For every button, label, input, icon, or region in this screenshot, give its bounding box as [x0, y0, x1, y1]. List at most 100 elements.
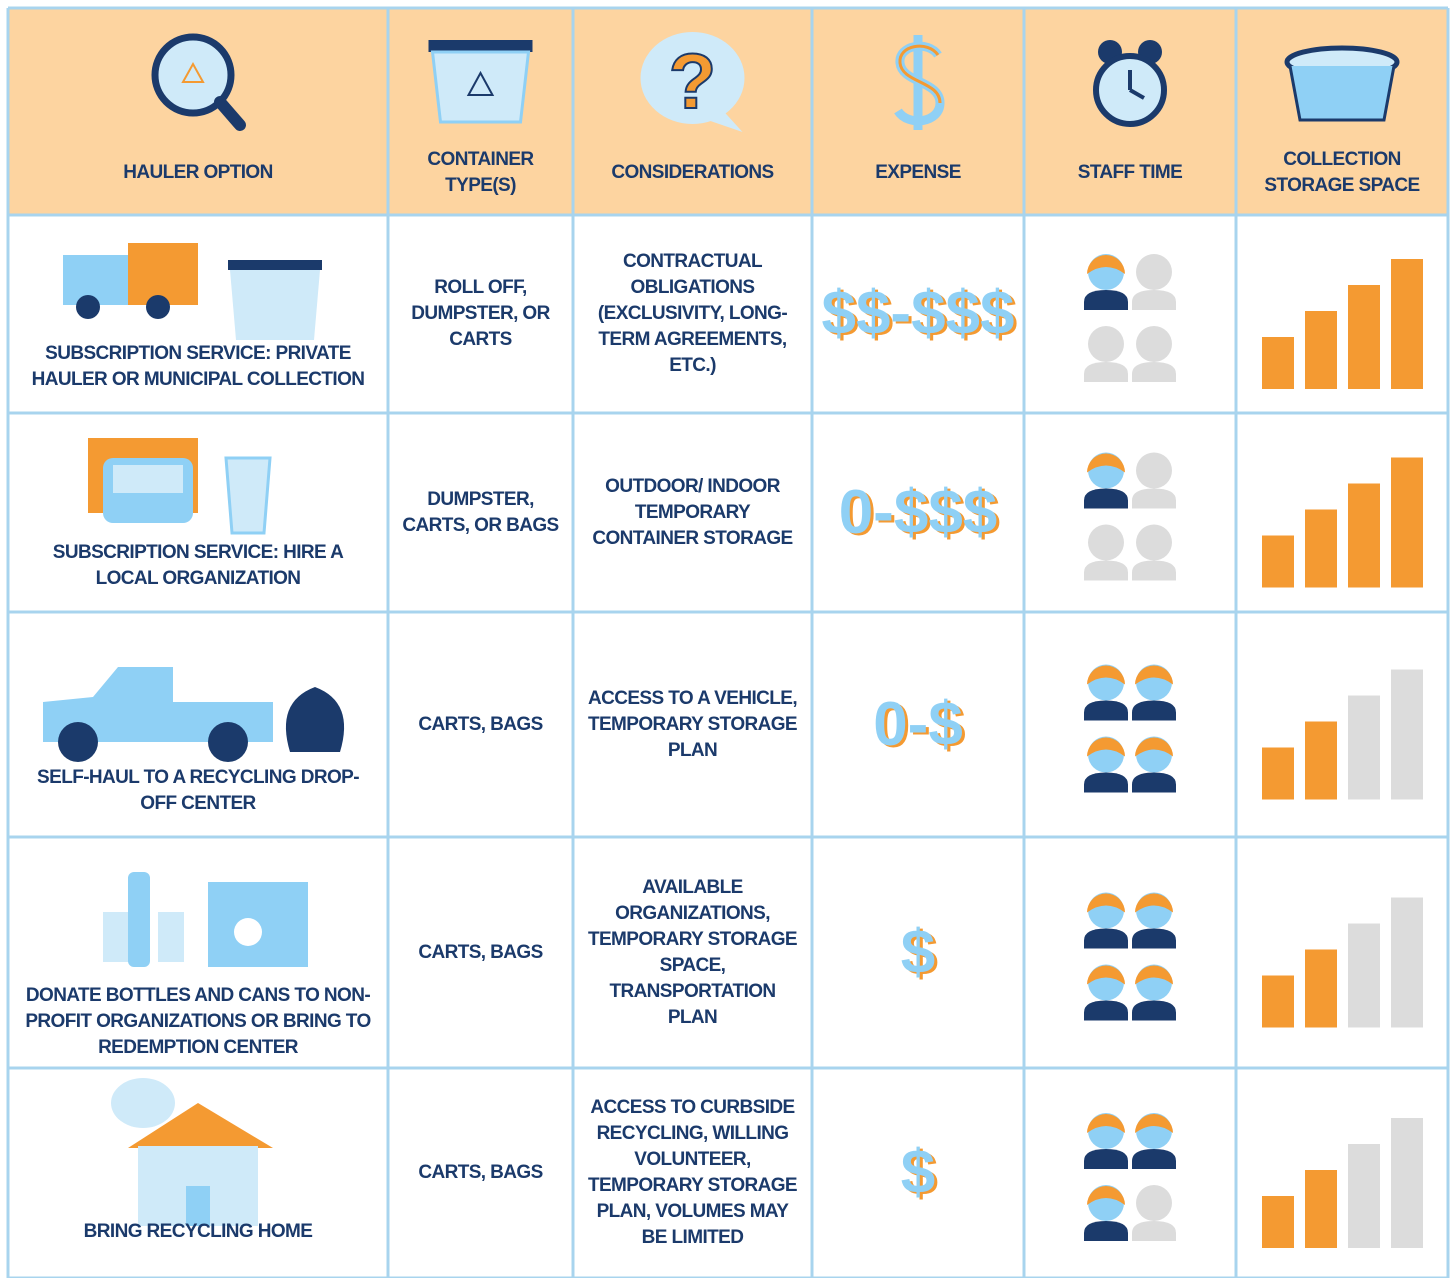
person-hair — [1135, 1114, 1173, 1133]
staff-time-empty — [1132, 1185, 1176, 1241]
option-label: BRING RECYCLING HOME — [83, 1221, 313, 1242]
person-hair — [1135, 665, 1173, 685]
option-illustration — [63, 243, 322, 340]
person-body — [1132, 488, 1176, 509]
staff-time-filled — [1084, 892, 1176, 1021]
person-body — [1084, 1221, 1128, 1241]
container-types: CARTS, BAGS — [418, 941, 543, 963]
option-label: DONATE BOTTLES AND CANS TO NON-PROFIT OR… — [25, 985, 371, 1058]
option-illustration — [88, 438, 272, 535]
column-header: COLLECTION STORAGE SPACE — [1264, 148, 1420, 196]
option-label: SUBSCRIPTION SERVICE: PRIVATE HAULER OR … — [31, 343, 365, 390]
person-head — [1136, 1185, 1172, 1221]
considerations: CONTRACTUAL OBLIGATIONS (EXCLUSIVITY, LO… — [597, 251, 788, 376]
container-types: DUMPSTER, CARTS, OR BAGS — [402, 488, 559, 536]
person-body — [1084, 928, 1128, 949]
person-hair — [1087, 1186, 1125, 1205]
staff-time-empty — [1084, 254, 1176, 382]
person-body — [1132, 928, 1176, 949]
storage-bar-empty — [1391, 1118, 1423, 1248]
storage-bar-filled — [1391, 259, 1423, 389]
storage-bar-filled — [1305, 721, 1337, 800]
person-head — [1088, 524, 1124, 561]
staff-time-filled — [1084, 452, 1128, 509]
person-hair — [1087, 665, 1125, 685]
person-body — [1084, 772, 1128, 793]
dumpster-icon — [428, 40, 533, 124]
storage-bar-filled — [1305, 1170, 1337, 1248]
storage-bar-filled — [1391, 457, 1423, 588]
expense: $ — [900, 917, 936, 987]
person-hair — [1087, 1114, 1125, 1133]
person-body — [1084, 290, 1128, 310]
person-hair — [1135, 737, 1173, 757]
question-icon: ? — [640, 32, 745, 132]
person-body — [1132, 560, 1176, 581]
considerations: OUTDOOR/ INDOOR TEMPORARY CONTAINER STOR… — [592, 475, 793, 549]
considerations: ACCESS TO A VEHICLE, TEMPORARY STORAGE P… — [587, 687, 798, 761]
person-head — [1136, 326, 1172, 362]
container-types: CARTS, BAGS — [418, 1162, 543, 1183]
person-hair — [1087, 453, 1125, 473]
person-body — [1132, 772, 1176, 793]
person-body — [1132, 1000, 1176, 1021]
option-label: SUBSCRIPTION SERVICE: HIRE A LOCAL ORGAN… — [52, 542, 344, 589]
storage-bar-filled — [1305, 509, 1337, 588]
storage-bar-filled — [1262, 747, 1294, 800]
person-hair — [1087, 255, 1125, 274]
person-hair — [1135, 893, 1173, 913]
storage-bar-filled — [1348, 285, 1380, 389]
container-types: CARTS, BAGS — [418, 713, 543, 735]
person-body — [1132, 700, 1176, 721]
expense: 0-$$$ — [838, 477, 998, 547]
expense: $$-$$$ — [821, 279, 1015, 348]
option-illustration — [111, 1078, 273, 1226]
storage-bar-filled — [1262, 535, 1294, 588]
person-body — [1084, 1000, 1128, 1021]
staff-time-filled — [1084, 1113, 1176, 1241]
storage-bar-empty — [1391, 897, 1423, 1028]
storage-bar-empty — [1348, 1144, 1380, 1248]
person-hair — [1135, 965, 1173, 985]
person-hair — [1087, 893, 1125, 913]
storage-bar-filled — [1305, 311, 1337, 389]
column-header: STAFF TIME — [1077, 161, 1183, 183]
storage-bar-filled — [1262, 1196, 1294, 1248]
considerations: ACCESS TO CURBSIDE RECYCLING, WILLING VO… — [587, 1097, 798, 1248]
person-body — [1084, 700, 1128, 721]
considerations: AVAILABLE ORGANIZATIONS, TEMPORARY STORA… — [587, 876, 798, 1028]
person-head — [1136, 254, 1172, 290]
person-body — [1084, 1149, 1128, 1169]
column-header: HAULER OPTION — [123, 161, 273, 183]
staff-time-empty — [1084, 452, 1176, 581]
person-body — [1132, 362, 1176, 382]
storage-bar-empty — [1348, 695, 1380, 800]
storage-bar-filled — [1305, 949, 1337, 1028]
staff-time-filled — [1084, 664, 1176, 793]
option-illustration — [43, 667, 345, 762]
basket-icon — [1284, 45, 1400, 122]
person-body — [1132, 1149, 1176, 1169]
expense: 0-$ — [873, 689, 963, 759]
person-body — [1084, 488, 1128, 509]
column-header: CONSIDERATIONS — [611, 161, 774, 183]
person-head — [1136, 452, 1172, 489]
person-hair — [1087, 965, 1125, 985]
person-body — [1132, 1221, 1176, 1241]
magnifier-icon — [151, 33, 246, 131]
person-body — [1132, 290, 1176, 310]
storage-bar-filled — [1348, 483, 1380, 588]
option-illustration — [103, 872, 308, 967]
svg-text:?: ? — [669, 37, 717, 125]
storage-bar-filled — [1262, 337, 1294, 389]
column-header: CONTAINER TYPE(S) — [427, 148, 534, 196]
person-head — [1136, 524, 1172, 561]
dollar-icon — [894, 35, 945, 130]
person-hair — [1087, 737, 1125, 757]
storage-bar-filled — [1262, 975, 1294, 1028]
staff-time-filled — [1084, 254, 1128, 310]
option-label: SELF-HAUL TO A RECYCLING DROP-OFF CENTER — [37, 767, 360, 814]
container-types: ROLL OFF, DUMPSTER, OR CARTS — [411, 277, 550, 350]
storage-bar-empty — [1348, 923, 1380, 1028]
